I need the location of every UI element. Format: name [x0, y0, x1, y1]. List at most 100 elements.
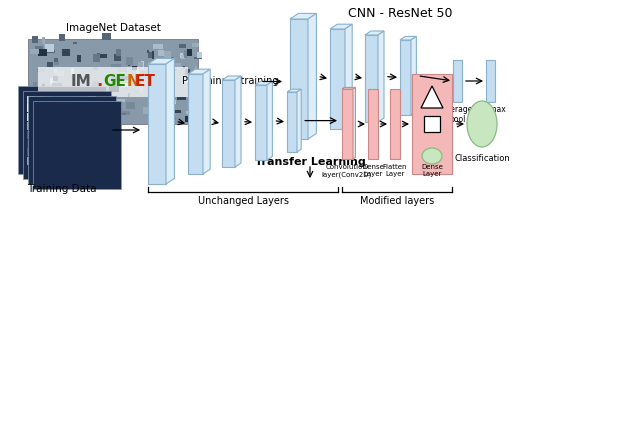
- FancyBboxPatch shape: [79, 157, 88, 165]
- FancyBboxPatch shape: [52, 120, 56, 123]
- FancyBboxPatch shape: [53, 96, 61, 103]
- FancyBboxPatch shape: [57, 71, 64, 76]
- Polygon shape: [287, 92, 297, 152]
- FancyBboxPatch shape: [71, 148, 79, 157]
- FancyBboxPatch shape: [52, 83, 61, 88]
- FancyBboxPatch shape: [53, 113, 61, 121]
- FancyBboxPatch shape: [111, 64, 121, 68]
- FancyBboxPatch shape: [36, 122, 44, 130]
- FancyBboxPatch shape: [53, 131, 61, 139]
- FancyBboxPatch shape: [54, 102, 61, 109]
- FancyBboxPatch shape: [135, 91, 138, 93]
- Text: ET: ET: [134, 74, 156, 89]
- FancyBboxPatch shape: [44, 140, 52, 148]
- Polygon shape: [166, 58, 174, 184]
- FancyBboxPatch shape: [173, 117, 176, 120]
- FancyBboxPatch shape: [48, 115, 56, 118]
- FancyBboxPatch shape: [62, 157, 70, 165]
- FancyBboxPatch shape: [37, 104, 40, 109]
- FancyBboxPatch shape: [79, 105, 88, 112]
- FancyBboxPatch shape: [27, 131, 35, 139]
- FancyBboxPatch shape: [164, 67, 172, 73]
- FancyBboxPatch shape: [184, 50, 187, 57]
- FancyBboxPatch shape: [191, 43, 199, 47]
- Polygon shape: [255, 82, 273, 85]
- FancyBboxPatch shape: [453, 60, 462, 102]
- FancyBboxPatch shape: [32, 36, 38, 42]
- Polygon shape: [308, 13, 316, 139]
- FancyBboxPatch shape: [36, 96, 44, 103]
- FancyBboxPatch shape: [71, 68, 74, 74]
- FancyBboxPatch shape: [122, 111, 129, 115]
- FancyBboxPatch shape: [173, 100, 175, 104]
- FancyBboxPatch shape: [88, 157, 97, 165]
- FancyBboxPatch shape: [132, 66, 137, 70]
- FancyBboxPatch shape: [104, 87, 114, 93]
- FancyBboxPatch shape: [77, 55, 81, 61]
- FancyBboxPatch shape: [168, 94, 174, 99]
- FancyBboxPatch shape: [54, 60, 60, 65]
- FancyBboxPatch shape: [195, 66, 197, 72]
- FancyBboxPatch shape: [174, 110, 181, 113]
- FancyBboxPatch shape: [79, 148, 88, 157]
- Polygon shape: [365, 35, 378, 122]
- FancyBboxPatch shape: [62, 96, 70, 103]
- FancyBboxPatch shape: [177, 97, 186, 100]
- FancyBboxPatch shape: [35, 104, 43, 111]
- FancyBboxPatch shape: [36, 113, 44, 121]
- FancyBboxPatch shape: [44, 131, 52, 139]
- FancyBboxPatch shape: [128, 93, 131, 97]
- FancyBboxPatch shape: [105, 97, 109, 103]
- FancyBboxPatch shape: [104, 102, 110, 105]
- FancyBboxPatch shape: [62, 140, 70, 148]
- FancyBboxPatch shape: [36, 131, 44, 139]
- FancyBboxPatch shape: [71, 96, 79, 103]
- FancyBboxPatch shape: [44, 44, 50, 47]
- FancyBboxPatch shape: [79, 113, 88, 121]
- Text: Training Data: Training Data: [28, 184, 97, 194]
- FancyBboxPatch shape: [36, 157, 44, 165]
- Polygon shape: [400, 36, 417, 40]
- FancyBboxPatch shape: [189, 108, 198, 114]
- FancyBboxPatch shape: [180, 55, 185, 59]
- FancyBboxPatch shape: [88, 131, 97, 139]
- FancyBboxPatch shape: [117, 103, 120, 110]
- FancyBboxPatch shape: [116, 49, 121, 56]
- FancyBboxPatch shape: [27, 122, 35, 130]
- FancyBboxPatch shape: [150, 82, 157, 87]
- FancyBboxPatch shape: [27, 140, 35, 148]
- FancyBboxPatch shape: [109, 96, 113, 101]
- Text: Flatten
Layer: Flatten Layer: [383, 164, 407, 177]
- Polygon shape: [365, 31, 384, 35]
- FancyBboxPatch shape: [83, 89, 89, 93]
- FancyBboxPatch shape: [51, 109, 60, 114]
- FancyBboxPatch shape: [99, 54, 106, 58]
- Polygon shape: [287, 89, 301, 92]
- FancyBboxPatch shape: [88, 96, 97, 103]
- FancyBboxPatch shape: [47, 62, 53, 67]
- FancyBboxPatch shape: [62, 105, 70, 112]
- Polygon shape: [267, 82, 273, 160]
- FancyBboxPatch shape: [71, 122, 79, 130]
- FancyBboxPatch shape: [36, 148, 44, 157]
- FancyBboxPatch shape: [71, 131, 79, 139]
- FancyBboxPatch shape: [44, 148, 52, 157]
- FancyBboxPatch shape: [51, 96, 55, 100]
- FancyBboxPatch shape: [109, 86, 120, 92]
- FancyBboxPatch shape: [72, 42, 77, 44]
- FancyBboxPatch shape: [36, 140, 44, 148]
- Polygon shape: [330, 29, 345, 129]
- Text: Preliminary training: Preliminary training: [182, 76, 278, 87]
- FancyBboxPatch shape: [116, 99, 125, 102]
- FancyBboxPatch shape: [62, 49, 70, 56]
- FancyBboxPatch shape: [84, 106, 87, 112]
- Polygon shape: [342, 88, 355, 89]
- FancyBboxPatch shape: [95, 90, 101, 97]
- FancyBboxPatch shape: [54, 69, 57, 73]
- Text: Average
pool: Average pool: [442, 105, 473, 124]
- FancyBboxPatch shape: [152, 51, 154, 59]
- FancyBboxPatch shape: [62, 118, 70, 124]
- Text: CNN - ResNet 50: CNN - ResNet 50: [348, 7, 452, 20]
- FancyBboxPatch shape: [126, 57, 134, 64]
- FancyBboxPatch shape: [148, 89, 155, 91]
